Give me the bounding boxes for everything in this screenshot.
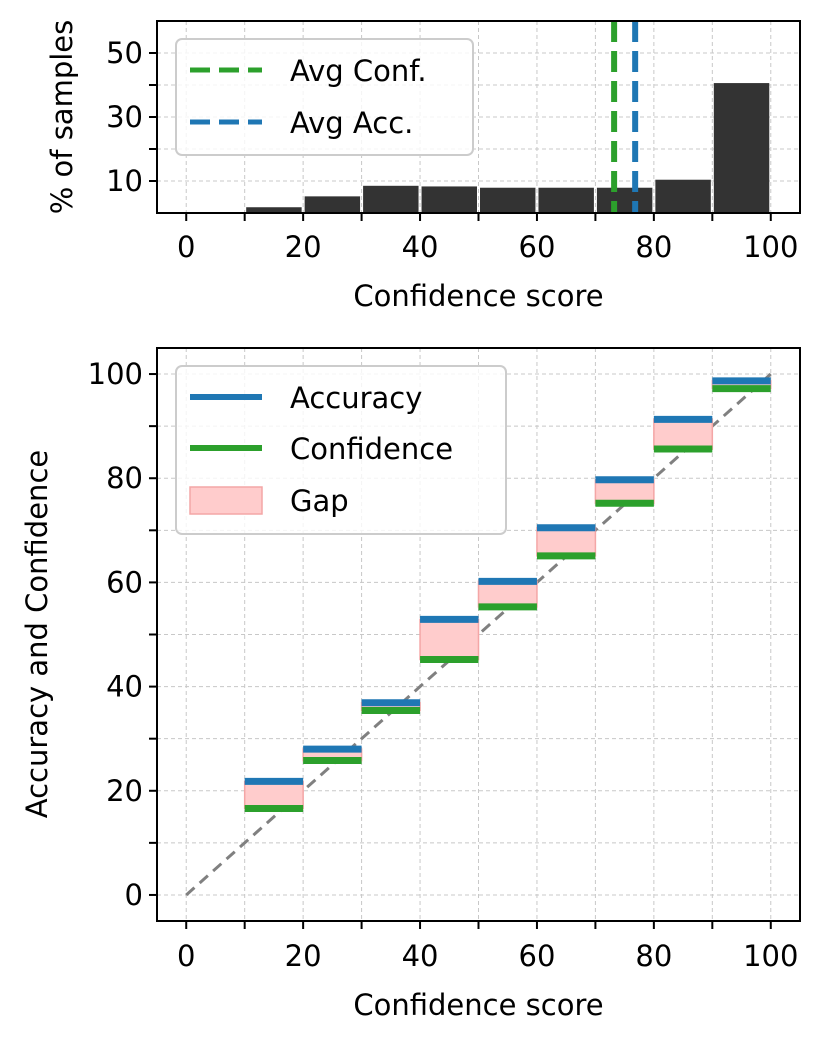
x-tick-label: 60 — [519, 230, 556, 264]
x-tick-label: 0 — [177, 230, 195, 264]
histogram-x-axis-title: Confidence score — [353, 279, 603, 313]
gap-box — [477, 580, 538, 608]
x-tick-label: 100 — [743, 230, 798, 264]
histogram-bar — [246, 207, 302, 213]
histogram-y-axis-title: % of samples — [45, 20, 79, 215]
histogram-bar — [304, 196, 361, 213]
histogram-bar — [538, 187, 594, 213]
histogram-chart: 0 20 40 60 80 100 10 30 50 Confidence score % o… — [45, 20, 801, 313]
histogram-y-ticks: 10 30 50 — [106, 36, 157, 198]
y-tick-label: 100 — [88, 357, 143, 391]
histogram-bar — [713, 83, 770, 213]
y-tick-label: 60 — [106, 565, 143, 599]
histogram-bar — [363, 185, 419, 213]
histogram-bar — [596, 187, 653, 213]
x-tick-label: 20 — [285, 230, 322, 264]
legend-confidence-label: Confidence — [290, 432, 453, 466]
legend-avg-acc-label: Avg Acc. — [290, 106, 413, 140]
gap-box — [653, 418, 714, 450]
reliability-chart: 0 20 40 60 80 100 0 20 40 60 80 100 Confidence sco… — [20, 347, 801, 1022]
reliability-legend: Accuracy Confidence Gap — [175, 365, 507, 535]
x-tick-label: 100 — [743, 939, 798, 973]
legend-gap-label: Gap — [290, 484, 349, 518]
reliability-y-axis-title: Accuracy and Confidence — [20, 450, 54, 818]
gap-box — [594, 479, 655, 504]
histogram-bar — [421, 186, 477, 213]
histogram-bar — [655, 179, 711, 213]
x-tick-label: 20 — [285, 939, 322, 973]
y-tick-label: 30 — [106, 100, 143, 134]
y-tick-label: 20 — [106, 774, 143, 808]
histogram-x-ticks: 0 20 40 60 80 100 — [177, 213, 798, 264]
reliability-x-axis-title: Confidence score — [353, 988, 603, 1022]
histogram-legend: Avg Conf. Avg Acc. — [175, 38, 474, 156]
x-tick-label: 80 — [635, 939, 672, 973]
gap-box — [536, 526, 597, 557]
x-tick-label: 40 — [402, 939, 439, 973]
histogram-bar — [480, 187, 536, 213]
x-tick-label: 80 — [635, 230, 672, 264]
legend-avg-conf-label: Avg Conf. — [290, 54, 427, 88]
gap-box — [243, 780, 304, 810]
legend-gap-patch — [189, 486, 263, 515]
y-tick-label: 0 — [125, 878, 143, 912]
y-tick-label: 50 — [106, 36, 143, 70]
x-tick-label: 0 — [177, 939, 195, 973]
gap-boxes — [243, 380, 772, 810]
y-tick-label: 10 — [106, 164, 143, 198]
y-tick-label: 80 — [106, 461, 143, 495]
confidence-bars — [244, 385, 771, 812]
gap-box — [419, 618, 480, 661]
reliability-y-ticks: 0 20 40 60 80 100 — [88, 357, 157, 912]
x-tick-label: 60 — [519, 939, 556, 973]
histogram-avg-lines — [611, 21, 639, 213]
x-tick-label: 40 — [402, 230, 439, 264]
legend-accuracy-label: Accuracy — [290, 381, 422, 415]
accuracy-bars — [244, 377, 771, 785]
reliability-x-ticks: 0 20 40 60 80 100 — [177, 921, 798, 973]
y-tick-label: 40 — [106, 670, 143, 704]
histogram-bars — [246, 83, 770, 213]
